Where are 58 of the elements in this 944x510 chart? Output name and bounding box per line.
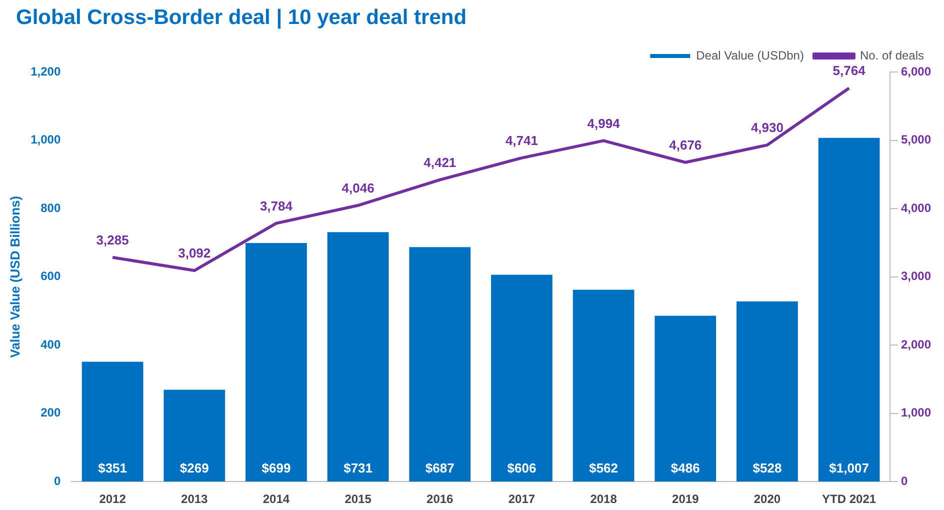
y2-tick-label: 1,000 [900,406,932,420]
data-label: 4,930 [750,120,784,136]
data-label: 4,421 [424,154,456,170]
legend-label: No. of deals [860,48,924,62]
y2-tick-label: 0 [900,474,908,488]
data-label: 3,784 [260,198,294,214]
y-tick-label: 800 [40,200,61,215]
legend-label: Deal Value (USDbn) [696,48,804,62]
bar [327,232,389,482]
x-tick-label: 2018 [590,492,618,506]
data-label: $687 [425,460,454,476]
data-label: 4,046 [342,180,374,196]
data-label: $562 [589,460,618,476]
chart-title: Global Cross-Border deal | 10 year deal trend [16,6,467,30]
data-label: $699 [262,460,291,476]
data-label: $1,007 [829,460,869,476]
bar [82,362,144,482]
data-label: $606 [507,460,536,476]
x-tick-label: 2013 [181,492,208,506]
data-label: $528 [752,460,782,476]
data-label: 5,764 [832,63,866,78]
data-label: $269 [180,460,209,476]
data-label: 4,994 [587,116,621,131]
x-tick-label: 2017 [508,492,536,506]
y-tick-label: 1,200 [30,64,61,78]
data-label: 3,285 [96,232,129,248]
y2-tick-label: 2,000 [900,337,932,352]
x-tick-label: 2016 [426,492,454,506]
y2-tick-label: 3,000 [900,269,932,284]
bar [654,316,716,482]
y2-tick-label: 5,000 [900,132,932,147]
data-label: $351 [98,460,128,476]
bar [736,301,798,482]
bar [164,390,226,482]
bar [818,138,880,482]
bar [246,243,307,482]
x-tick-label: 2020 [754,492,781,506]
y-axis-title: Value Value (USD Billions) [7,196,22,358]
y-tick-label: 400 [40,337,61,352]
bar [409,247,471,482]
y2-tick-label: 6,000 [900,64,932,78]
y-tick-label: 600 [40,269,61,284]
y-tick-label: 0 [54,474,61,488]
x-tick-label: 2014 [262,492,290,506]
x-tick-label: 2015 [344,492,372,506]
data-label: 4,741 [505,133,538,148]
x-tick-label: YTD 2021 [822,492,876,506]
data-label: 3,092 [178,246,211,261]
data-label: $486 [670,460,700,476]
data-label: $731 [344,460,373,476]
x-tick-label: 2012 [99,492,126,506]
x-tick-label: 2019 [672,492,700,506]
data-label: 4,676 [669,137,702,152]
y-tick-label: 200 [40,406,61,420]
bar [491,274,552,482]
y-tick-label: 1,000 [30,132,61,147]
y2-tick-label: 4,000 [900,200,932,215]
bar [572,290,634,482]
